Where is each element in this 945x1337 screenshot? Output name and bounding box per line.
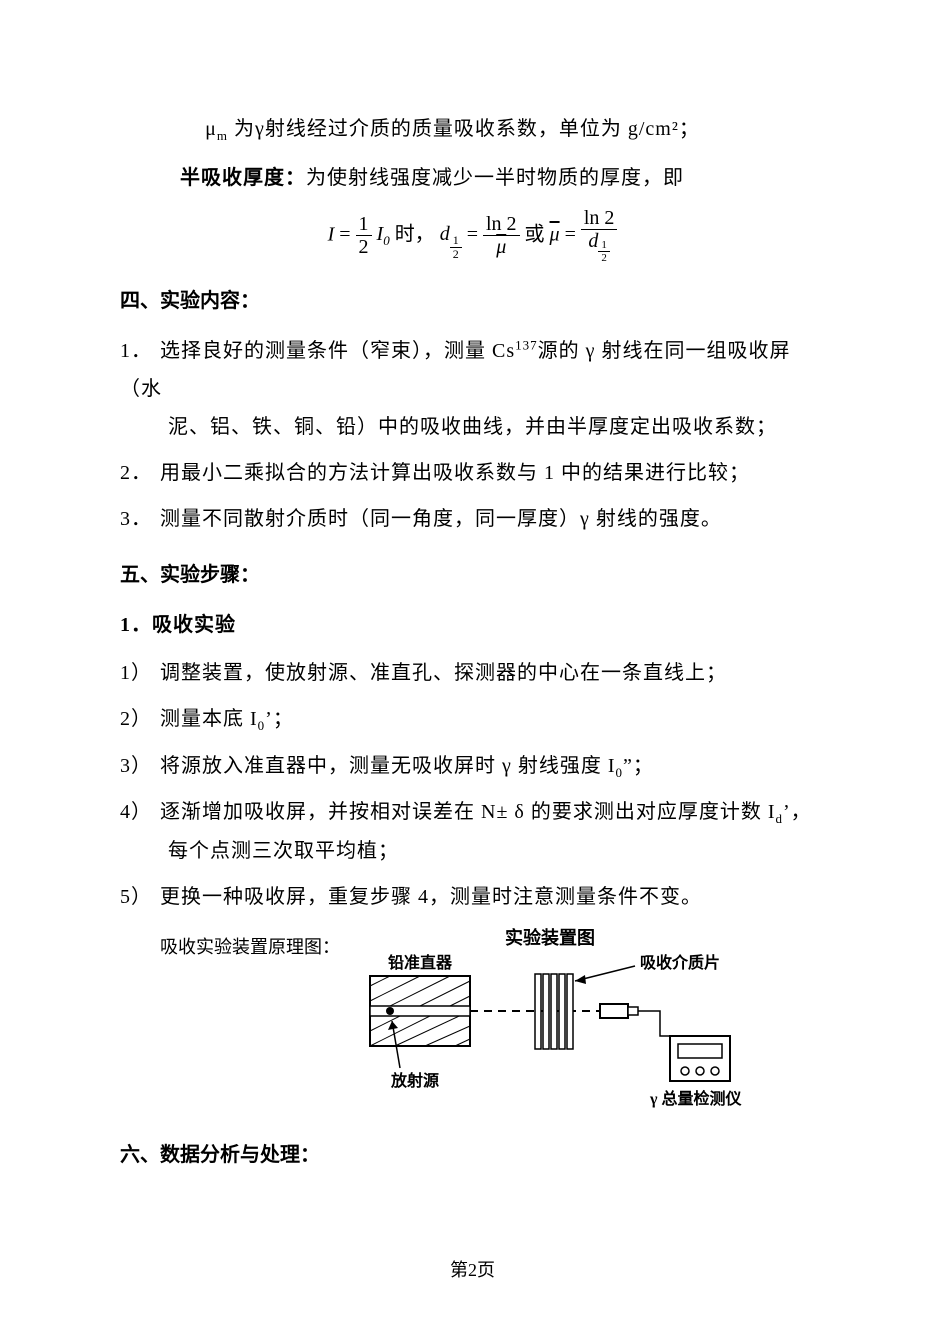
- diagram-row: 吸收实验装置原理图： 实验装置图 铅准直器: [120, 926, 825, 1116]
- section-4-title: 四、实验内容：: [120, 282, 825, 320]
- half-thickness-text: 为使射线强度减少一半时物质的厚度，即: [306, 167, 684, 189]
- diagram-title: 实验装置图: [505, 927, 595, 948]
- formula-when: 时，: [395, 223, 435, 245]
- experiment-diagram: 实验装置图 铅准直器 放射源: [340, 926, 760, 1116]
- formula-row: I = 1 2 I0 时， d 1 2 = ln 2 μ 或 μ =: [120, 207, 825, 264]
- formula-ln2-over-d: ln 2 d 1 2: [581, 207, 618, 264]
- sec5-step5: 5）更换一种吸收屏，重复步骤 4，测量时注意测量条件不变。: [120, 878, 825, 916]
- detector-probe-icon: [600, 1004, 650, 1018]
- label-absorber: 吸收介质片: [640, 953, 720, 972]
- collimator-icon: [370, 976, 470, 1046]
- formula-or: 或: [525, 223, 550, 245]
- formula-ln2-over-mu: ln 2 μ: [483, 213, 520, 258]
- diagram-caption: 吸收实验装置原理图：: [120, 926, 340, 964]
- mu-symbol: μ: [205, 118, 217, 140]
- counter-icon: [670, 1036, 730, 1081]
- page: μm 为γ射线经过介质的质量吸收系数，单位为 g/cm²； 半吸收厚度：为使射线…: [0, 0, 945, 1337]
- sec5-step2: 2）测量本底 I0’；: [120, 700, 825, 739]
- mu-sub: m: [217, 128, 228, 143]
- formula-eq1: =: [339, 223, 355, 245]
- section-6-title: 六、数据分析与处理：: [120, 1136, 825, 1174]
- half-thickness-label: 半吸收厚度：: [180, 167, 306, 189]
- label-collimator: 铅准直器: [388, 953, 453, 972]
- formula-eq3: =: [565, 223, 581, 245]
- sec4-item3: 3．测量不同散射介质时（同一角度，同一厚度）γ 射线的强度。: [120, 500, 825, 538]
- sec5-step4: 4）逐渐增加吸收屏，并按相对误差在 N± δ 的要求测出对应厚度计数 Id’， …: [120, 793, 825, 870]
- formula-eq2: =: [467, 223, 483, 245]
- mu-text: 为γ射线经过介质的质量吸收系数，单位为 g/cm²；: [234, 118, 700, 140]
- formula-d: d 1 2: [440, 223, 467, 245]
- label-source: 放射源: [390, 1071, 439, 1090]
- formula-half: 1 2: [356, 213, 372, 258]
- half-thickness-line: 半吸收厚度：为使射线强度减少一半时物质的厚度，即: [120, 159, 825, 197]
- page-number: 第2页: [0, 1253, 945, 1287]
- mu-definition: μm 为γ射线经过介质的质量吸收系数，单位为 g/cm²；: [80, 110, 825, 149]
- sec4-item2: 2．用最小二乘拟合的方法计算出吸收系数与 1 中的结果进行比较；: [120, 454, 825, 492]
- sec5-sub: 1．吸收实验: [120, 606, 825, 644]
- formula-mubar: μ: [550, 223, 560, 245]
- sec5-step3: 3）将源放入准直器中，测量无吸收屏时 γ 射线强度 I0”；: [120, 747, 825, 786]
- label-detector: γ 总量检测仪: [649, 1089, 742, 1108]
- absorber-icon: [535, 974, 573, 1049]
- sec4-item1: 1．选择良好的测量条件（窄束），测量 Cs137源的 γ 射线在同一组吸收屏（水…: [120, 332, 825, 446]
- sec5-step1: 1）调整装置，使放射源、准直孔、探测器的中心在一条直线上；: [120, 654, 825, 692]
- section-5-title: 五、实验步骤：: [120, 556, 825, 594]
- formula-I0: I0: [377, 223, 395, 245]
- formula-I: I: [328, 223, 335, 245]
